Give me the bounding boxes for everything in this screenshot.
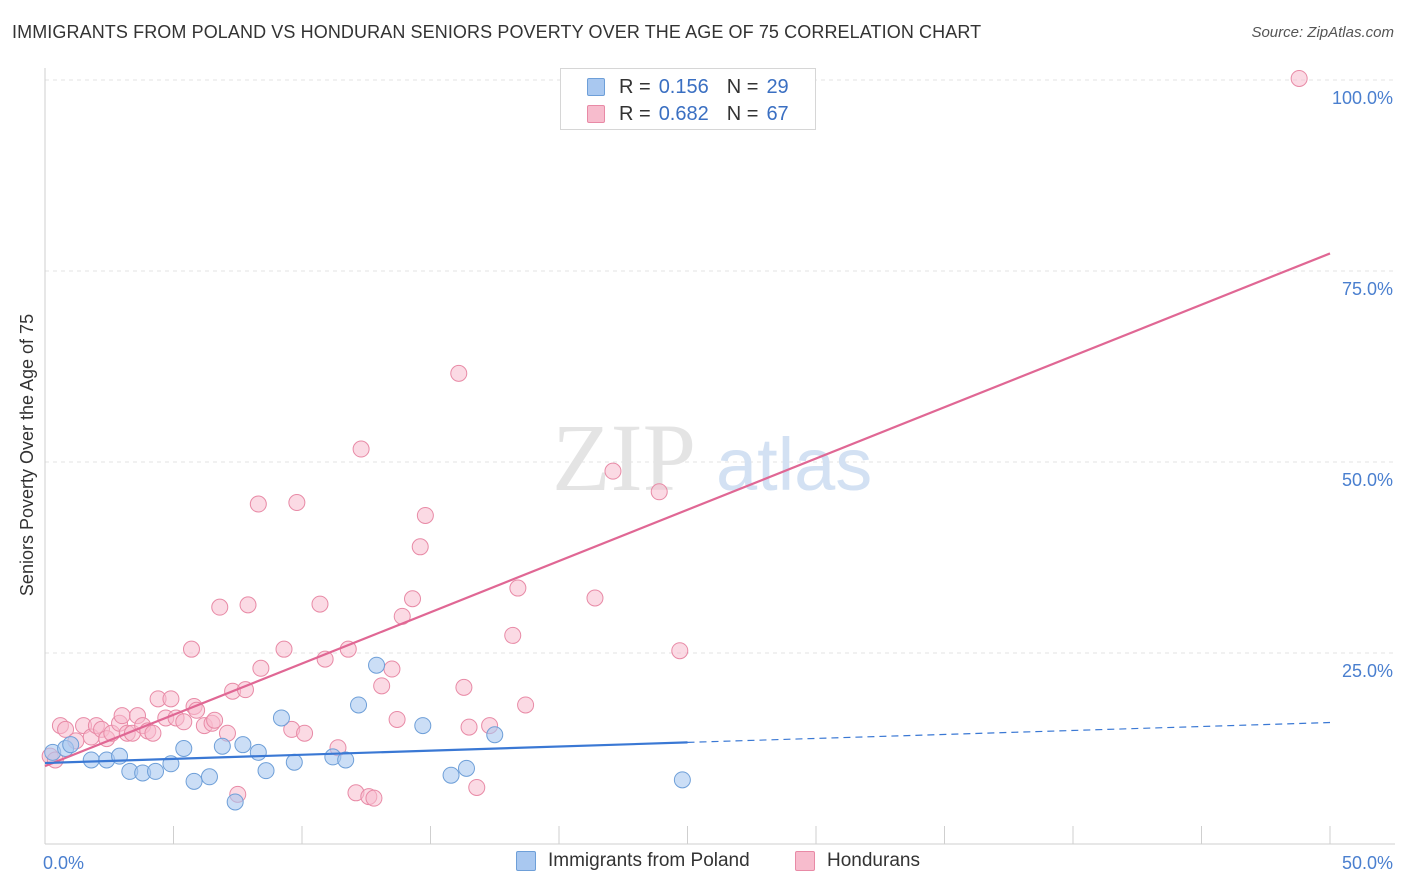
source-credit: Source: ZipAtlas.com [1251, 24, 1394, 41]
point-hondurans [288, 493, 306, 511]
point-hondurans [650, 483, 668, 501]
legend-r-label: R = [619, 102, 651, 125]
legend-swatch-poland [516, 851, 536, 871]
legend-n-value: 67 [766, 102, 789, 125]
legend-row-poland: R = 0.156 N = 29 [587, 75, 789, 99]
legend-item-hondurans[interactable]: Hondurans [795, 850, 920, 872]
point-poland [414, 717, 432, 735]
point-poland [62, 736, 80, 754]
point-hondurans [388, 710, 406, 728]
trend-lines [44, 252, 1331, 768]
point-poland [200, 768, 218, 786]
legend-item-poland[interactable]: Immigrants from Poland [516, 850, 750, 872]
series-legend: Immigrants from Poland Hondurans [0, 850, 1406, 878]
legend-r-value: 0.156 [658, 75, 709, 98]
y-tick-label: 100.0% [1332, 88, 1393, 108]
legend-row-hondurans: R = 0.682 N = 67 [587, 102, 789, 126]
y-tick-label: 50.0% [1342, 470, 1393, 490]
legend-n-value: 29 [766, 75, 789, 98]
stats-legend: R = 0.156 N = 29 R = 0.682 N = 67 [560, 68, 816, 130]
point-hondurans [517, 696, 535, 714]
point-poland [350, 696, 368, 714]
point-hondurans [249, 495, 267, 513]
x-tick-label: 50.0% [1342, 853, 1393, 873]
point-hondurans [144, 724, 162, 742]
point-hondurans [252, 659, 270, 677]
point-hondurans [275, 640, 293, 658]
legend-swatch-hondurans [587, 105, 605, 123]
legend-n-label: N = [726, 75, 759, 98]
point-hondurans [411, 538, 429, 556]
watermark-zip: ZIP [552, 404, 696, 511]
legend-label-poland: Immigrants from Poland [548, 850, 750, 871]
point-hondurans [509, 579, 527, 597]
legend-n-label: N = [726, 102, 759, 125]
legend-swatch-poland [587, 78, 605, 96]
point-hondurans [206, 711, 224, 729]
trend-line-hondurans [44, 252, 1331, 768]
point-hondurans [468, 778, 486, 796]
trend-line-poland-extension [687, 721, 1331, 743]
point-hondurans [175, 713, 193, 731]
series-hondurans-points [41, 69, 1308, 807]
point-poland [285, 753, 303, 771]
point-hondurans [311, 595, 329, 613]
point-hondurans [450, 364, 468, 382]
point-hondurans [352, 440, 370, 458]
point-poland [82, 751, 100, 769]
point-hondurans [383, 660, 401, 678]
point-hondurans [1290, 69, 1308, 87]
point-hondurans [239, 596, 257, 614]
point-poland [673, 771, 691, 789]
point-poland [272, 709, 290, 727]
chart-title: IMMIGRANTS FROM POLAND VS HONDURAN SENIO… [12, 22, 982, 42]
point-poland [457, 759, 475, 777]
point-hondurans [373, 677, 391, 695]
y-axis-label: Seniors Poverty Over the Age of 75 [17, 314, 37, 596]
point-poland [185, 772, 203, 790]
point-poland [337, 751, 355, 769]
x-tick-label: 0.0% [43, 853, 84, 873]
point-hondurans [182, 640, 200, 658]
axes [44, 68, 1395, 845]
y-tick-label: 25.0% [1342, 661, 1393, 681]
point-hondurans [57, 720, 75, 738]
point-poland [234, 736, 252, 754]
point-poland [249, 743, 267, 761]
legend-label-hondurans: Hondurans [827, 850, 920, 871]
point-hondurans [671, 642, 689, 660]
point-hondurans [211, 598, 229, 616]
legend-swatch-hondurans [795, 851, 815, 871]
point-poland [486, 726, 504, 744]
point-poland [226, 793, 244, 811]
legend-r-value: 0.682 [658, 102, 709, 125]
point-hondurans [296, 724, 314, 742]
point-poland [147, 762, 165, 780]
point-hondurans [586, 589, 604, 607]
point-hondurans [404, 590, 422, 608]
point-poland [442, 766, 460, 784]
point-hondurans [416, 506, 434, 524]
legend-r-label: R = [619, 75, 651, 98]
gridlines [45, 79, 1395, 654]
point-hondurans [455, 678, 473, 696]
y-tick-label: 75.0% [1342, 279, 1393, 299]
watermark-atlas: atlas [716, 423, 872, 506]
point-poland [257, 762, 275, 780]
tick-labels: 25.0% 50.0% 75.0% 100.0% 0.0% 50.0% [43, 88, 1393, 873]
point-poland [175, 740, 193, 757]
trend-line-poland [44, 741, 688, 765]
point-poland [368, 656, 386, 674]
point-hondurans [504, 626, 522, 644]
point-hondurans [162, 690, 180, 708]
point-hondurans [113, 707, 131, 725]
point-hondurans [365, 789, 383, 807]
point-poland [213, 737, 231, 755]
point-hondurans [604, 462, 622, 480]
point-hondurans [460, 718, 478, 736]
